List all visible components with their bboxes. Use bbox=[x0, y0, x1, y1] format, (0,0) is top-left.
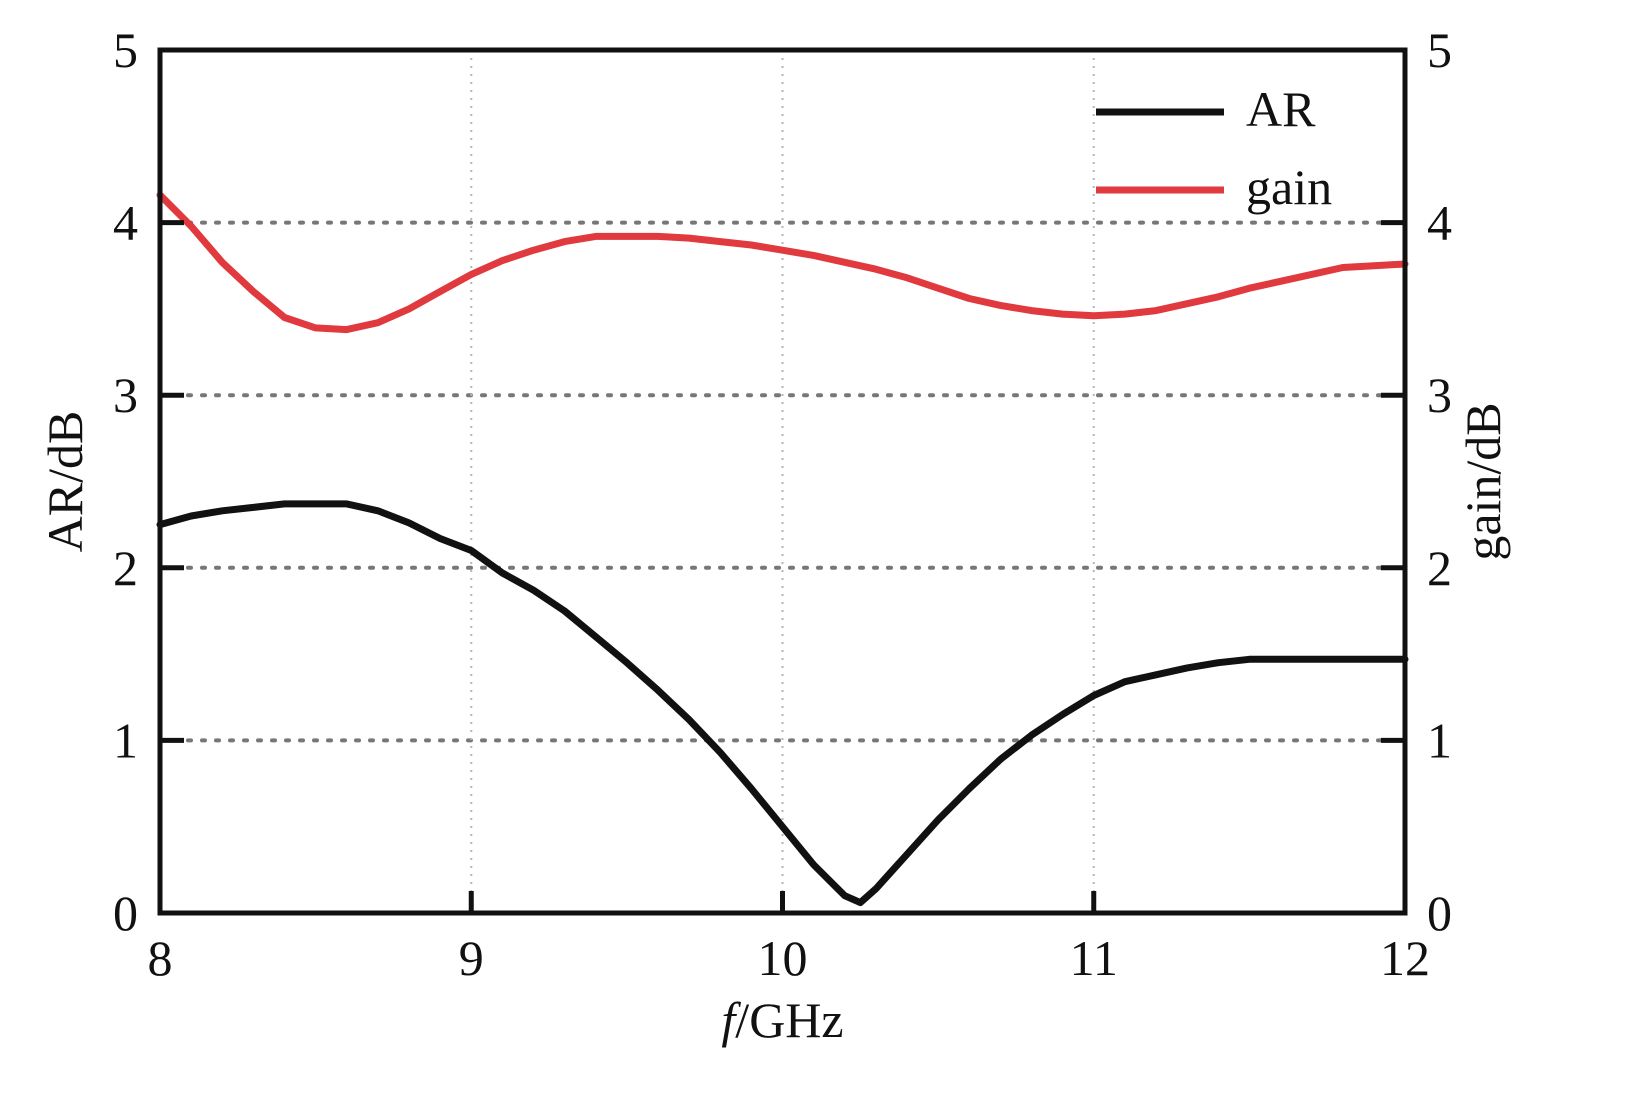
grid-lines bbox=[158, 50, 1407, 913]
x-axis-title-unit: /GHz bbox=[735, 992, 843, 1048]
y-axis-left-title: AR/dB bbox=[37, 411, 93, 553]
y-right-tick-label: 3 bbox=[1427, 367, 1452, 423]
y-left-tick-label: 3 bbox=[113, 367, 138, 423]
x-tick-label: 12 bbox=[1380, 930, 1430, 986]
legend-label-ar: AR bbox=[1246, 81, 1316, 137]
y-left-tick-label: 4 bbox=[113, 195, 138, 251]
x-axis-title: f/GHz bbox=[721, 992, 843, 1048]
y-right-tick-label: 4 bbox=[1427, 195, 1452, 251]
y-right-tick-label: 5 bbox=[1427, 22, 1452, 78]
y-left-tick-label: 0 bbox=[113, 885, 138, 941]
x-tick-label: 11 bbox=[1070, 930, 1118, 986]
x-tick-label: 8 bbox=[148, 930, 173, 986]
tick-marks bbox=[157, 47, 1408, 916]
series-line-ar bbox=[156, 500, 1409, 907]
y-axis-right-title: gain/dB bbox=[1455, 402, 1511, 560]
tick-labels: 0 01 12 23 34 45 58 9 10 11 12 bbox=[113, 22, 1452, 986]
y-left-tick-label: 2 bbox=[113, 540, 138, 596]
y-right-tick-label: 1 bbox=[1427, 712, 1452, 768]
series-lines bbox=[156, 191, 1409, 907]
y-left-tick-label: 1 bbox=[113, 712, 138, 768]
series-line-gain bbox=[156, 191, 1409, 334]
y-right-tick-label: 2 bbox=[1427, 540, 1452, 596]
y-right-tick-label: 0 bbox=[1427, 885, 1452, 941]
legend: AR gain bbox=[1096, 81, 1332, 215]
y-left-tick-label: 5 bbox=[113, 22, 138, 78]
legend-label-gain: gain bbox=[1246, 159, 1332, 215]
x-tick-label: 10 bbox=[758, 930, 808, 986]
x-tick-label: 9 bbox=[459, 930, 484, 986]
